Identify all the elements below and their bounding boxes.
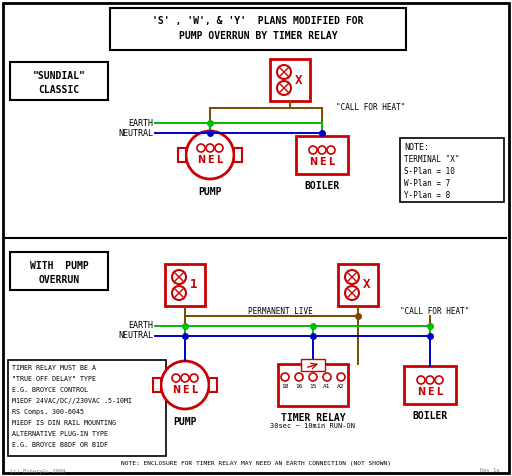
Text: PUMP OVERRUN BY TIMER RELAY: PUMP OVERRUN BY TIMER RELAY (179, 31, 337, 41)
Text: 15: 15 (309, 385, 317, 389)
Bar (234, 148, 242, 162)
Text: 18: 18 (281, 385, 289, 389)
Text: NOTE: ENCLOSURE FOR TIMER RELAY MAY NEED AN EARTH CONNECTION (NOT SHOWN): NOTE: ENCLOSURE FOR TIMER RELAY MAY NEED… (121, 462, 391, 466)
Bar (178, 148, 186, 162)
Circle shape (323, 373, 331, 381)
Text: E: E (182, 385, 188, 395)
Text: RS Comps. 300-6045: RS Comps. 300-6045 (12, 409, 84, 415)
Circle shape (277, 81, 291, 95)
Text: BOILER: BOILER (304, 181, 339, 191)
Text: TERMINAL "X": TERMINAL "X" (404, 156, 459, 165)
Text: EARTH: EARTH (128, 321, 153, 330)
Text: N: N (417, 387, 425, 397)
Text: 1: 1 (190, 278, 198, 291)
Text: "TRUE OFF DELAY" TYPE: "TRUE OFF DELAY" TYPE (12, 376, 96, 382)
Text: L: L (436, 387, 442, 397)
Bar (400, 138, 504, 202)
Text: WITH  PUMP: WITH PUMP (30, 261, 89, 271)
Circle shape (295, 373, 303, 381)
Text: 'S' , 'W', & 'Y'  PLANS MODIFIED FOR: 'S' , 'W', & 'Y' PLANS MODIFIED FOR (152, 16, 364, 26)
Circle shape (197, 144, 205, 152)
Bar (270, 59, 310, 101)
Text: M1EDF IS DIN RAIL MOUNTING: M1EDF IS DIN RAIL MOUNTING (12, 420, 116, 426)
Text: X: X (295, 73, 303, 87)
Text: Rev 1a: Rev 1a (480, 468, 500, 474)
Circle shape (337, 373, 345, 381)
Circle shape (181, 374, 189, 382)
Text: EARTH: EARTH (128, 119, 153, 128)
Text: "SUNDIAL": "SUNDIAL" (33, 71, 86, 81)
Bar (8, 360, 166, 456)
Bar (153, 378, 161, 392)
Circle shape (345, 286, 359, 300)
Text: L: L (328, 157, 334, 167)
Text: TIMER RELAY: TIMER RELAY (281, 413, 345, 423)
Circle shape (417, 376, 425, 384)
Circle shape (172, 270, 186, 284)
Text: E.G. BROYCE B8DF OR B1DF: E.G. BROYCE B8DF OR B1DF (12, 442, 108, 448)
Circle shape (435, 376, 443, 384)
Circle shape (345, 270, 359, 284)
Text: A1: A1 (323, 385, 331, 389)
Text: OVERRUN: OVERRUN (38, 275, 79, 285)
Text: "CALL FOR HEAT": "CALL FOR HEAT" (400, 307, 470, 317)
Text: 16: 16 (295, 385, 303, 389)
Bar (301, 359, 325, 371)
Text: "CALL FOR HEAT": "CALL FOR HEAT" (336, 103, 406, 112)
Circle shape (161, 361, 209, 409)
Bar (209, 378, 217, 392)
Text: E: E (207, 155, 214, 165)
Bar (10, 252, 108, 290)
Text: PUMP: PUMP (198, 187, 222, 197)
Text: E: E (426, 387, 433, 397)
Text: E: E (318, 157, 325, 167)
Circle shape (215, 144, 223, 152)
Text: PERMANENT LIVE: PERMANENT LIVE (248, 307, 312, 317)
Bar (165, 264, 205, 306)
Bar (296, 136, 348, 174)
Text: BOILER: BOILER (412, 411, 447, 421)
Text: NEUTRAL: NEUTRAL (118, 129, 153, 138)
Text: S-Plan = 10: S-Plan = 10 (404, 168, 455, 177)
Text: N: N (309, 157, 317, 167)
Text: A2: A2 (337, 385, 345, 389)
Text: L: L (191, 385, 197, 395)
Text: Y-Plan = 8: Y-Plan = 8 (404, 191, 450, 200)
Circle shape (426, 376, 434, 384)
Text: NEUTRAL: NEUTRAL (118, 331, 153, 340)
Text: N: N (172, 385, 180, 395)
Bar (110, 8, 406, 50)
Text: (c) BinaryGc 2009: (c) BinaryGc 2009 (10, 468, 65, 474)
Text: X: X (363, 278, 371, 291)
Circle shape (277, 65, 291, 79)
Bar (10, 62, 108, 100)
Text: L: L (216, 155, 222, 165)
Text: PUMP: PUMP (173, 417, 197, 427)
Text: W-Plan = 7: W-Plan = 7 (404, 179, 450, 188)
Circle shape (206, 144, 214, 152)
Text: 30sec ~ 10min RUN-ON: 30sec ~ 10min RUN-ON (270, 423, 355, 429)
Circle shape (172, 286, 186, 300)
Bar (338, 264, 378, 306)
Text: N: N (197, 155, 205, 165)
Text: ALTERNATIVE PLUG-IN TYPE: ALTERNATIVE PLUG-IN TYPE (12, 431, 108, 437)
Text: CLASSIC: CLASSIC (38, 85, 79, 95)
Circle shape (190, 374, 198, 382)
Bar (404, 366, 456, 404)
Text: M1EDF 24VAC/DC//230VAC .5-10MI: M1EDF 24VAC/DC//230VAC .5-10MI (12, 398, 132, 404)
Circle shape (172, 374, 180, 382)
Circle shape (327, 146, 335, 154)
Circle shape (281, 373, 289, 381)
Text: E.G. BROYCE CONTROL: E.G. BROYCE CONTROL (12, 387, 88, 393)
Bar (278, 364, 348, 406)
Text: NOTE:: NOTE: (404, 143, 429, 152)
Circle shape (318, 146, 326, 154)
Circle shape (309, 373, 317, 381)
Text: TIMER RELAY MUST BE A: TIMER RELAY MUST BE A (12, 365, 96, 371)
Circle shape (309, 146, 317, 154)
Circle shape (186, 131, 234, 179)
